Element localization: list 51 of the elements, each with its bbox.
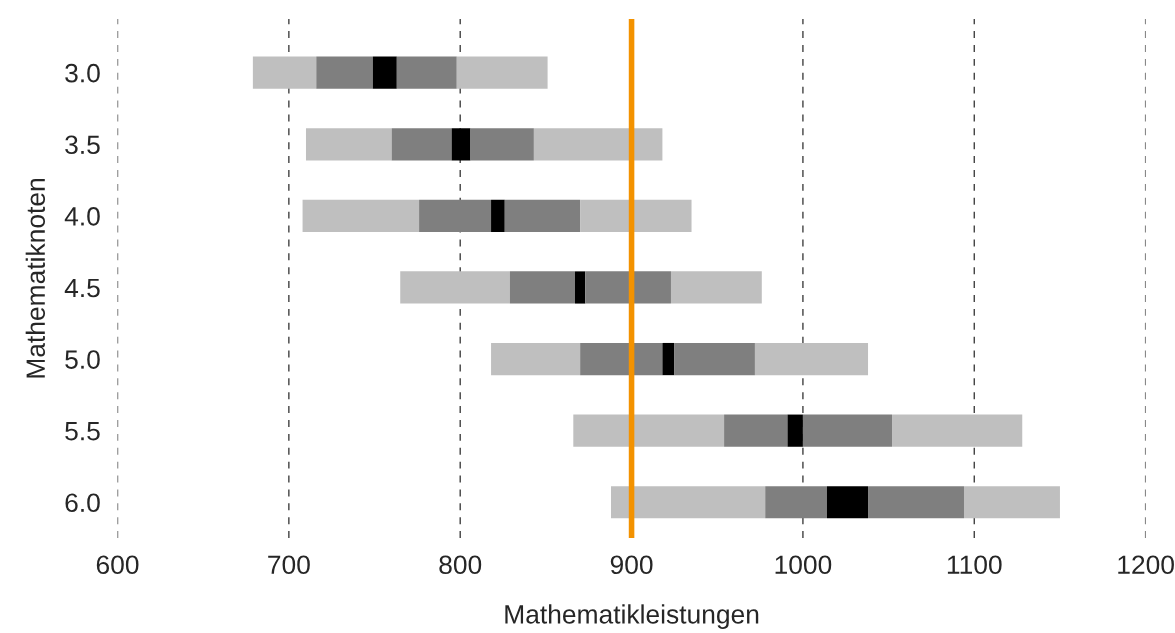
y-axis-title: Mathematiknoten [25,179,46,378]
bar [963,486,1060,519]
bar [509,271,576,304]
x-tick-label: 700 [268,555,310,575]
x-tick-label: 1000 [775,555,832,575]
bar [573,414,725,447]
bar [491,199,505,232]
bar [470,128,534,161]
bar [391,128,452,161]
bar [765,486,827,519]
bar [575,271,586,304]
bar [580,199,692,232]
x-tick-label: 800 [439,555,482,575]
y-tick-label: 3.5 [65,135,100,155]
bar [305,128,392,161]
bar [826,486,869,519]
y-tick-label: 6.0 [65,493,100,513]
x-tick-label: 900 [610,555,653,575]
bar [533,128,663,161]
bar [451,128,471,161]
bar [302,199,420,232]
bar [316,56,373,89]
bar [491,342,581,376]
bar [456,56,548,89]
x-axis-title: Mathematikleistungen [505,604,759,629]
x-tick-label: 1100 [947,555,1002,575]
bar [252,56,317,89]
bar [372,56,397,89]
y-tick-label: 4.0 [64,207,100,226]
bar [419,199,492,232]
bar [662,342,675,376]
bar [802,414,893,447]
bar [670,271,762,304]
x-tick-label: 1200 [1118,555,1174,575]
y-tick-label: 5.0 [65,350,100,369]
bar [674,342,755,376]
bar [754,342,869,376]
bar [892,414,1023,447]
bar [868,486,964,519]
bar [400,271,510,304]
bar [724,414,788,447]
bar [787,414,803,447]
bar [580,342,663,376]
y-tick-label: 4.5 [64,278,100,298]
y-tick-label: 3.0 [65,63,100,83]
bar [611,486,766,519]
bar [504,199,581,232]
x-tick-label: 600 [96,555,139,575]
y-tick-label: 5.5 [65,422,100,441]
bar [396,56,457,89]
bar [585,271,671,304]
